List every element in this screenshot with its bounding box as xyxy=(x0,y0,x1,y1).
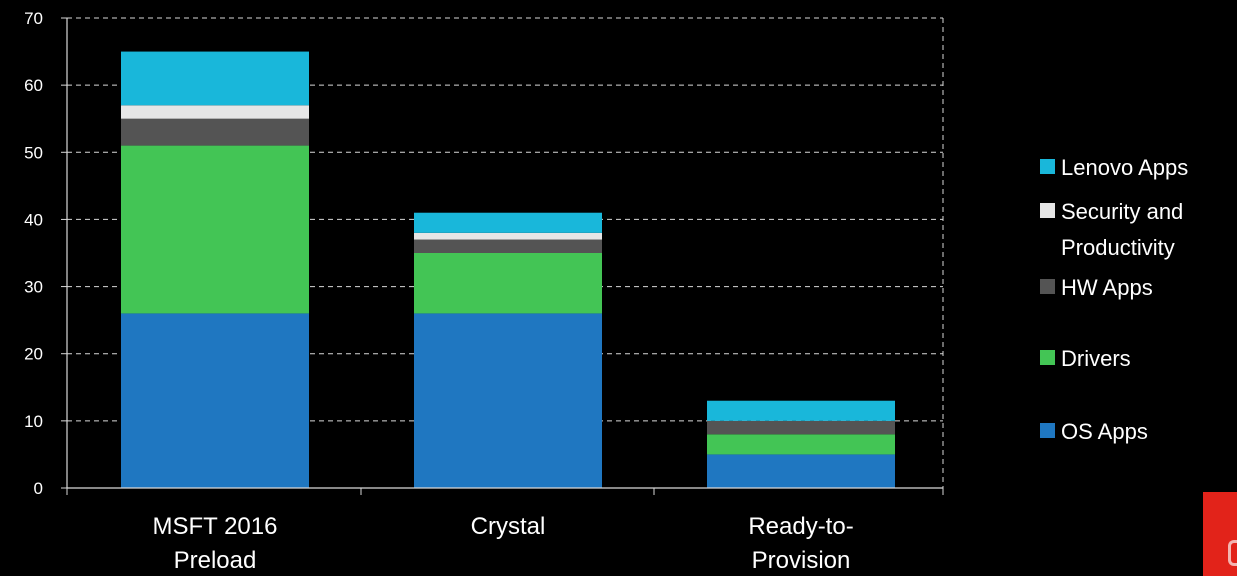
x-category-label: Crystal xyxy=(471,513,546,540)
bar-segment xyxy=(707,454,895,488)
bar-segment xyxy=(414,253,602,314)
legend-swatch xyxy=(1040,203,1055,218)
legend-label: Security and xyxy=(1061,199,1183,224)
y-tick-label: 20 xyxy=(24,345,43,364)
legend-swatch xyxy=(1040,350,1055,365)
y-tick-label: 0 xyxy=(34,479,43,498)
bar-segment xyxy=(121,313,309,488)
legend-label: OS Apps xyxy=(1061,419,1148,444)
legend-swatch xyxy=(1040,159,1055,174)
bar-segment xyxy=(707,400,895,421)
bar-segment xyxy=(121,105,309,119)
legend-label: Lenovo Apps xyxy=(1061,155,1188,180)
bar-segment xyxy=(121,118,309,146)
x-category-label: Provision xyxy=(752,547,851,574)
x-category-label: Ready-to- xyxy=(748,513,853,540)
y-tick-label: 60 xyxy=(24,76,43,95)
bar-segment xyxy=(414,232,602,240)
legend-label: Productivity xyxy=(1061,235,1175,260)
bar-segment xyxy=(707,420,895,435)
bar-segment xyxy=(707,434,895,455)
y-tick-label: 50 xyxy=(24,143,43,162)
y-tick-label: 70 xyxy=(24,9,43,28)
logo-glyph xyxy=(1228,540,1237,566)
bar-segment xyxy=(414,239,602,253)
bar-segment xyxy=(121,51,309,106)
bar-segment xyxy=(121,145,309,314)
x-category-label: MSFT 2016 xyxy=(153,513,278,540)
x-category-label: Preload xyxy=(174,547,257,574)
legend-swatch xyxy=(1040,279,1055,294)
legend-label: HW Apps xyxy=(1061,275,1153,300)
bar-segment xyxy=(414,313,602,488)
y-tick-label: 40 xyxy=(24,210,43,229)
legend-label: Drivers xyxy=(1061,346,1131,371)
y-tick-label: 10 xyxy=(24,412,43,431)
bar-segment xyxy=(414,212,602,233)
legend-swatch xyxy=(1040,423,1055,438)
y-tick-label: 30 xyxy=(24,278,43,297)
